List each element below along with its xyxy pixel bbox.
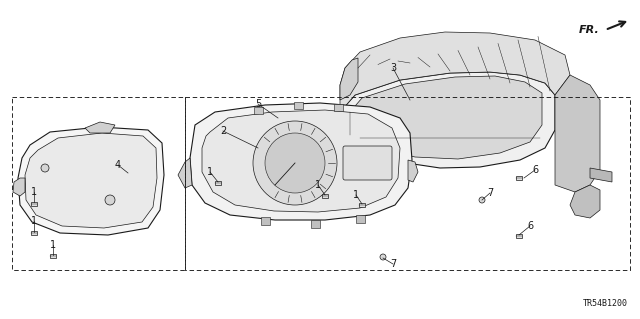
- Polygon shape: [590, 168, 612, 182]
- Text: 1: 1: [207, 167, 213, 177]
- Polygon shape: [350, 76, 542, 159]
- Circle shape: [105, 195, 115, 205]
- Bar: [215, 181, 221, 185]
- Bar: [261, 217, 270, 225]
- Polygon shape: [408, 160, 418, 182]
- Polygon shape: [190, 103, 412, 220]
- Text: 1: 1: [50, 240, 56, 250]
- Text: 4: 4: [115, 160, 121, 170]
- Bar: [31, 231, 37, 235]
- Circle shape: [479, 197, 485, 203]
- FancyBboxPatch shape: [343, 146, 392, 180]
- Circle shape: [265, 133, 325, 193]
- Text: 1: 1: [315, 180, 321, 190]
- Text: FR.: FR.: [579, 25, 600, 35]
- Text: 7: 7: [487, 188, 493, 198]
- Text: 2: 2: [220, 126, 226, 136]
- Polygon shape: [25, 133, 157, 228]
- Polygon shape: [178, 158, 192, 188]
- Polygon shape: [340, 58, 358, 100]
- Polygon shape: [340, 72, 555, 168]
- Circle shape: [380, 254, 386, 260]
- Text: 6: 6: [532, 165, 538, 175]
- Circle shape: [253, 121, 337, 205]
- Bar: [516, 176, 522, 180]
- Circle shape: [41, 164, 49, 172]
- Polygon shape: [85, 122, 115, 133]
- Polygon shape: [570, 185, 600, 218]
- Text: 1: 1: [31, 187, 37, 197]
- Bar: [254, 107, 263, 114]
- Text: 5: 5: [255, 99, 261, 109]
- Polygon shape: [202, 110, 400, 212]
- Bar: [356, 215, 365, 223]
- Bar: [294, 102, 303, 109]
- Polygon shape: [18, 127, 164, 235]
- Text: 1: 1: [31, 216, 37, 226]
- Bar: [334, 104, 343, 111]
- Bar: [31, 202, 37, 206]
- Polygon shape: [13, 178, 25, 196]
- Text: 6: 6: [527, 221, 533, 231]
- Polygon shape: [340, 32, 570, 112]
- Text: 1: 1: [353, 190, 359, 200]
- Bar: [359, 203, 365, 207]
- Bar: [311, 220, 320, 228]
- Text: 3: 3: [390, 63, 396, 73]
- Bar: [322, 194, 328, 198]
- Bar: [516, 234, 522, 238]
- Text: 7: 7: [390, 259, 396, 269]
- Bar: [50, 254, 56, 258]
- Polygon shape: [555, 75, 600, 192]
- Text: TR54B1200: TR54B1200: [583, 299, 628, 308]
